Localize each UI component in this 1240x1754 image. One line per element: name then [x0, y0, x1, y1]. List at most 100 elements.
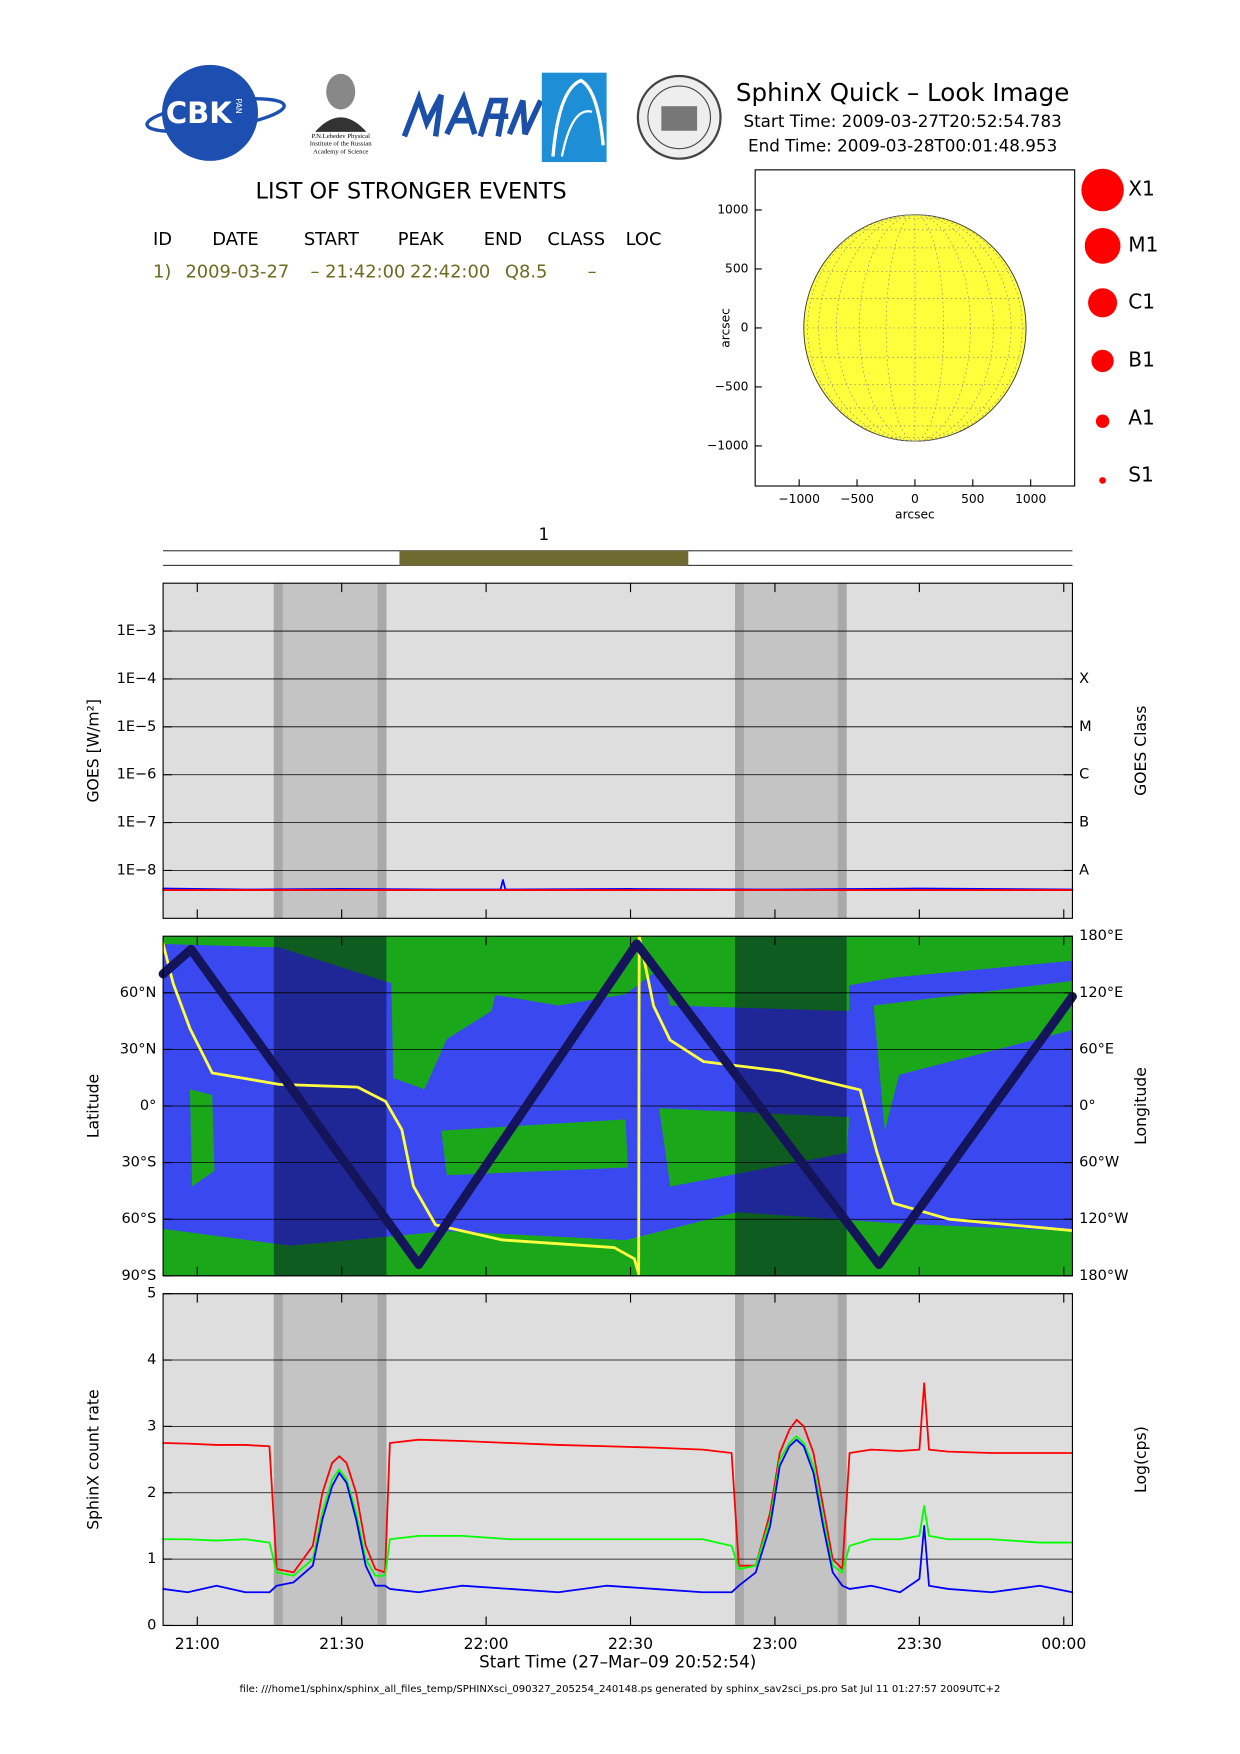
eclipse-edge: [837, 1293, 847, 1626]
event-cell: – 21:42:00: [311, 262, 406, 283]
event-cell: 22:42:00: [410, 262, 490, 283]
eclipse-band: [734, 583, 847, 919]
y-tick-label: 5: [147, 1286, 156, 1302]
x-tick-label: 00:00: [1041, 1634, 1086, 1653]
y-tick-label: 4: [147, 1352, 156, 1368]
legend-label: C1: [1128, 289, 1155, 313]
y2-tick-label: M: [1079, 719, 1092, 735]
y-tick-label: 2: [147, 1485, 156, 1501]
y-tick-label: 1E−8: [117, 862, 157, 878]
y-tick-label: 60°N: [120, 985, 157, 1001]
y-axis-label: GOES [W/m²]: [83, 699, 102, 803]
x-tick-label: 500: [961, 492, 984, 506]
plot-frame: [162, 1293, 1073, 1627]
sun-meridian: [836, 214, 994, 442]
y2-tick-label: X: [1079, 671, 1089, 687]
y2-axis-label: Longitude: [1131, 1067, 1150, 1145]
x-tick-label: 22:30: [608, 1634, 653, 1653]
events-header: ID DATE START PEAK END CLASS LOC: [153, 229, 661, 250]
logo-caption: Academy of Science: [313, 149, 368, 156]
eclipse-edge: [734, 1293, 744, 1626]
y-tick-label: 30°N: [120, 1041, 157, 1057]
y-tick-label: −500: [715, 379, 749, 393]
events-title: LIST OF STRONGER EVENTS: [256, 179, 567, 205]
y-tick-label: 1E−6: [117, 767, 157, 783]
eclipse-edge: [377, 1293, 387, 1626]
y-tick-label: 30°S: [121, 1155, 156, 1171]
series-line: [161, 934, 1074, 1276]
eclipse-edge: [273, 1293, 283, 1626]
legend-label: B1: [1128, 347, 1155, 371]
series-line: [162, 1382, 1074, 1574]
x-tick-label: 0: [911, 492, 919, 506]
footer: file: ///home1/sphinx/sphinx_all_files_t…: [240, 1684, 1001, 1695]
logo-text: CBK: [166, 96, 233, 130]
event-cell: Q8.5: [505, 262, 547, 283]
y-tick-label: 1000: [717, 202, 748, 216]
eclipse-edge: [837, 583, 847, 919]
y2-axis-label: GOES Class: [1131, 706, 1150, 796]
event-label: 1: [539, 524, 550, 544]
page-title: SphinX Quick – Look Image: [736, 78, 1069, 107]
y2-tick-label: C: [1079, 767, 1089, 783]
column-header: LOC: [626, 229, 662, 250]
event-cell: –: [588, 262, 597, 283]
column-header: ID: [153, 229, 172, 250]
chart-layer: −1000 −500 0 500 1000 −1000 −500 0 500 1000 arcsec…: [83, 169, 1150, 1671]
logo-square: [541, 72, 607, 163]
eclipse-edge: [377, 583, 387, 919]
logo-lebedev: P.N.Lebedev Physical Institute of the Ru…: [310, 73, 373, 156]
x-tick-label: −1000: [778, 492, 819, 506]
series-line: [162, 1435, 1074, 1577]
logo-mifi: [401, 89, 544, 138]
y2-tick-label: 180°E: [1079, 928, 1123, 944]
logo-seal: [636, 74, 722, 160]
x-tick-label: 22:00: [464, 1634, 509, 1653]
sun-meridian: [818, 214, 1012, 442]
plot-frame: [162, 935, 1073, 1277]
event-cell: 1): [153, 262, 171, 283]
event-bar: [399, 550, 689, 566]
y-tick-label: 0°: [140, 1098, 156, 1114]
y-axis-label: SphinX count rate: [83, 1389, 102, 1529]
y2-tick-label: 60°W: [1079, 1155, 1119, 1171]
legend-label: M1: [1128, 232, 1158, 256]
end-time: End Time: 2009-03-28T00:01:48.953: [748, 135, 1057, 155]
logo-text: PAN: [234, 98, 243, 114]
y2-tick-label: 120°E: [1079, 985, 1123, 1001]
series-line: [158, 939, 1077, 1269]
logo-caption: Institute of the Russian: [310, 141, 373, 148]
start-time: Start Time: 2009-03-27T20:52:54.783: [743, 111, 1061, 131]
y-tick-label: −1000: [707, 438, 748, 452]
y-tick-label: 1E−3: [117, 623, 157, 639]
y-tick-label: 90°S: [121, 1268, 156, 1284]
y-tick-label: 500: [725, 261, 748, 275]
x-tick-label: −500: [840, 492, 874, 506]
x-tick-label: 23:00: [752, 1634, 797, 1653]
x-axis-label: Start Time (27–Mar–09 20:52:54): [479, 1651, 756, 1671]
column-header: DATE: [212, 229, 258, 250]
y-tick-label: 1E−4: [117, 671, 157, 687]
series-line: [162, 1438, 1074, 1594]
column-header: PEAK: [398, 229, 445, 250]
x-tick-label: 21:00: [175, 1634, 220, 1653]
legend-label: A1: [1128, 405, 1155, 429]
flare-class-legend: X1 M1 C1 B1 A1 S1: [1081, 168, 1158, 486]
eclipse-edge: [734, 583, 744, 919]
eclipse-band: [734, 1293, 847, 1626]
y-tick-label: 0: [741, 320, 749, 334]
eclipse-band: [273, 583, 387, 919]
plot-frame: [162, 582, 1073, 919]
logo-cbk: CBK PAN: [145, 64, 286, 161]
logo-caption: P.N.Lebedev Physical: [311, 133, 370, 140]
y-tick-label: 0: [147, 1617, 156, 1633]
y2-tick-label: B: [1079, 815, 1089, 831]
y-tick-label: 3: [147, 1418, 156, 1434]
x-tick-label: 1000: [1015, 492, 1046, 506]
y-axis-label: arcsec: [719, 308, 733, 348]
x-tick-label: 23:30: [897, 1634, 942, 1653]
y-tick-label: 1E−5: [117, 719, 157, 735]
legend-label: S1: [1128, 462, 1154, 486]
event-cell: 2009-03-27: [185, 262, 289, 283]
